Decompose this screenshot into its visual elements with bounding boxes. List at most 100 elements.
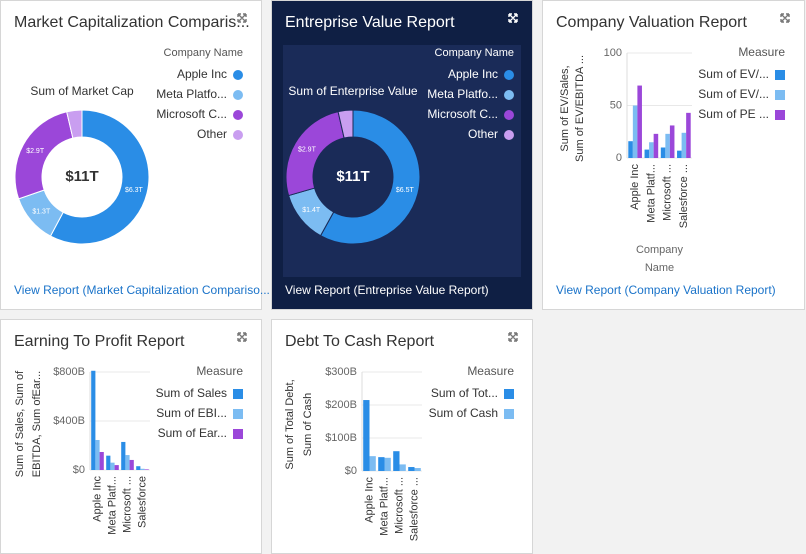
legend-label: Apple Inc [448, 67, 498, 81]
legend-label: Other [468, 127, 498, 141]
report-card: Market Capitalization Comparis... Sum of … [0, 0, 270, 310]
bar [653, 133, 659, 158]
legend-label: Sum of Tot... [431, 386, 498, 400]
legend-title: Company Name [435, 47, 514, 59]
legend-marker [233, 110, 243, 120]
chart-subtitle: Sum of Enterprise Value [288, 84, 418, 98]
data-label: $6.5T [396, 187, 415, 194]
legend-marker [775, 70, 785, 80]
view-report-link[interactable]: View Report (Company Valuation Report) [556, 283, 776, 297]
legend-marker [233, 90, 243, 100]
y-tick-label: 0 [616, 152, 622, 164]
view-report-link[interactable]: View Report (Market Capitalization Compa… [14, 283, 270, 297]
x-tick-label: Meta Platf... [645, 164, 657, 223]
bar [99, 451, 104, 470]
bar [414, 468, 421, 471]
report-card: Company Valuation Report 0 50 100 Apple Inc M… [542, 0, 805, 310]
center-label: $11T [336, 168, 369, 185]
data-label: $6.3T [125, 187, 144, 194]
legend-marker [504, 110, 514, 120]
bar [144, 469, 149, 470]
center-label: $11T [65, 168, 98, 185]
legend-marker [775, 110, 785, 120]
y-tick-label: $300B [325, 366, 357, 378]
legend-label: Sum of Sales [156, 386, 227, 400]
donut-segment [319, 109, 421, 245]
x-tick-label: Meta Platf... [378, 477, 390, 536]
bar [106, 455, 111, 470]
x-tick-label: Apple Inc [363, 477, 375, 523]
card-background [0, 319, 262, 554]
legend-title: Measure [738, 45, 785, 59]
x-tick-label: Apple Inc [91, 476, 103, 522]
bar [677, 150, 682, 158]
x-tick-label: Apple Inc [629, 164, 641, 210]
card-title: Entreprise Value Report [285, 14, 455, 31]
expand-icon[interactable] [508, 13, 518, 23]
expand-icon[interactable] [237, 13, 247, 23]
bar [95, 439, 100, 470]
bar [649, 142, 654, 158]
legend-marker [233, 70, 243, 80]
bar [110, 462, 115, 470]
x-tick-label: Microsoft ... [662, 164, 674, 221]
card-title: Company Valuation Report [556, 14, 747, 31]
x-axis-label: Company [636, 244, 684, 256]
legend-marker [233, 429, 243, 439]
y-axis-label: Sum of Total Debt, [284, 379, 296, 469]
bar [140, 468, 145, 470]
x-tick-label: Salesforce ... [678, 164, 690, 228]
donut-segment [337, 109, 354, 139]
donut-segment [49, 109, 150, 245]
legend-title: Measure [196, 364, 243, 378]
bar [637, 85, 642, 158]
legend-label: Sum of EV/... [698, 87, 769, 101]
y-axis-label: Sum of EV/EBITDA ... [574, 55, 586, 162]
report-card: Entreprise Value Report Sum of Enterprise… [271, 0, 533, 310]
report-card: Earning To Profit Report $0 $400B $800B Appl… [0, 319, 262, 554]
expand-icon[interactable] [237, 332, 247, 342]
y-axis-label: EBITDA, Sum ofEar... [31, 371, 43, 477]
x-tick-label: Microsoft ... [393, 477, 405, 534]
expand-icon[interactable] [780, 13, 790, 23]
chart-subtitle: Sum of Market Cap [30, 84, 134, 98]
legend-marker [233, 130, 243, 140]
legend-marker [504, 389, 514, 399]
legend-label: Sum of PE ... [698, 107, 769, 121]
bar [399, 464, 406, 471]
legend-label: Meta Platfo... [156, 87, 227, 101]
view-report-link[interactable]: View Report (Entreprise Value Report) [285, 283, 489, 297]
y-tick-label: $200B [325, 399, 357, 411]
y-axis-label: Sum of EV/Sales, [559, 65, 571, 151]
legend-label: Microsoft C... [156, 107, 227, 121]
y-tick-label: $100B [325, 432, 357, 444]
bar [363, 400, 370, 471]
y-tick-label: $0 [345, 465, 357, 477]
y-tick-label: $800B [53, 366, 85, 378]
bar [681, 132, 687, 158]
legend-marker [233, 409, 243, 419]
bar [136, 466, 141, 470]
legend-title: Company Name [164, 47, 243, 59]
y-tick-label: $400B [53, 415, 85, 427]
expand-icon[interactable] [508, 332, 518, 342]
bar [686, 112, 691, 158]
bar [632, 105, 638, 158]
y-tick-label: $0 [73, 464, 85, 476]
data-label: $1.3T [32, 209, 51, 216]
y-axis-label: Sum of Cash [302, 393, 314, 457]
bar [393, 451, 400, 471]
legend-marker [504, 130, 514, 140]
bar [378, 457, 385, 471]
bar [644, 149, 650, 158]
legend-label: Microsoft C... [427, 107, 498, 121]
x-tick-label: Salesforce ... [408, 477, 420, 541]
y-tick-label: 100 [604, 47, 622, 59]
card-title: Market Capitalization Comparis... [14, 14, 250, 31]
card-background [271, 319, 533, 554]
bar [91, 370, 96, 470]
bar [121, 441, 126, 470]
data-label: $2.9T [26, 148, 45, 155]
bar [384, 457, 391, 471]
